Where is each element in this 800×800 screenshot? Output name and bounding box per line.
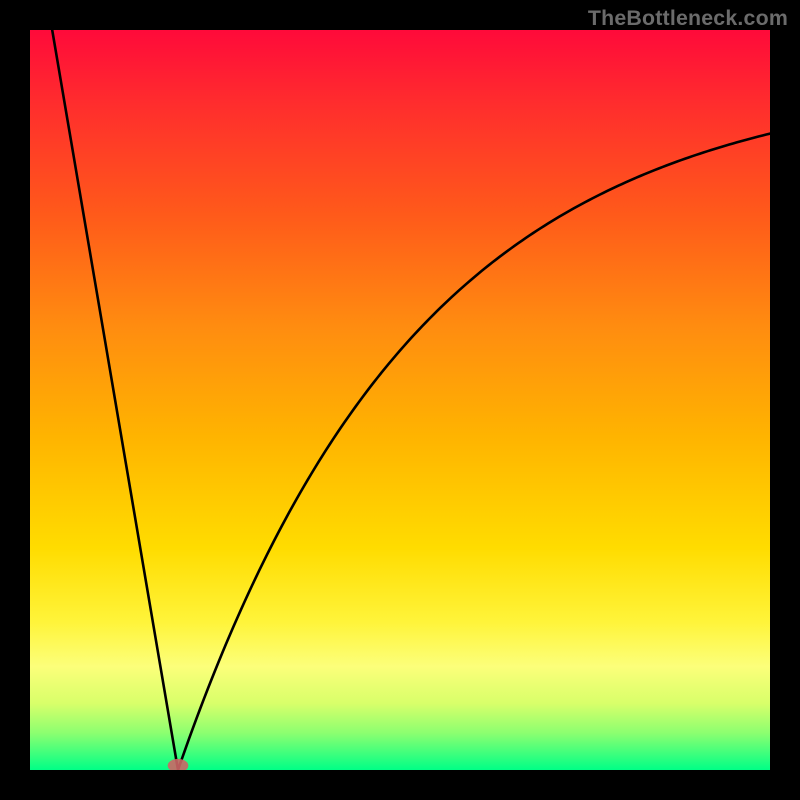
watermark-text: TheBottleneck.com (588, 6, 788, 31)
v-shaped-curve (52, 30, 770, 770)
minimum-marker (168, 759, 189, 770)
curve-layer (30, 30, 770, 770)
plot-area (30, 30, 770, 770)
chart-container: TheBottleneck.com (0, 0, 800, 800)
